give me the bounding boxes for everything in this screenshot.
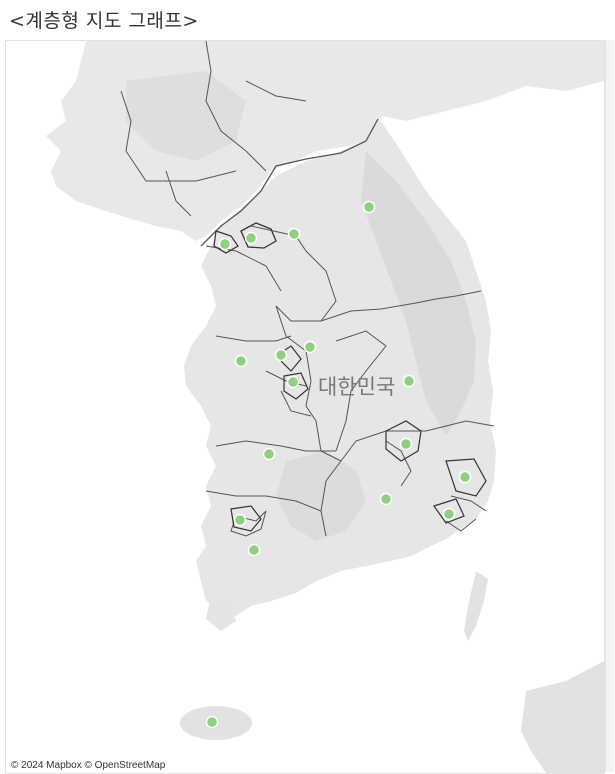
relief-north-mountains <box>126 71 246 161</box>
map-marker[interactable] <box>244 231 258 245</box>
border-busan-ulsan <box>433 458 487 524</box>
country-label: 대한민국 <box>318 375 396 399</box>
map-marker[interactable] <box>458 470 472 484</box>
scrollbar[interactable] <box>605 40 614 772</box>
map-marker[interactable] <box>262 447 276 461</box>
border-incheon <box>213 230 239 254</box>
border-north-internal <box>120 41 307 217</box>
map-attribution[interactable]: © 2024 Mapbox © OpenStreetMap <box>11 760 166 771</box>
page-title: <계층형 지도 그래프> <box>9 10 199 32</box>
map-marker[interactable] <box>402 374 416 388</box>
land-west-islands <box>206 596 236 631</box>
land-northeast <box>266 41 604 121</box>
border-daegu <box>385 420 422 462</box>
map-marker[interactable] <box>303 340 317 354</box>
map-marker[interactable] <box>247 543 261 557</box>
map-marker[interactable] <box>274 348 288 362</box>
map-canvas[interactable] <box>6 41 604 773</box>
map-marker[interactable] <box>362 200 376 214</box>
map-marker[interactable] <box>442 507 456 521</box>
relief-east-mountains <box>361 151 476 436</box>
map-view[interactable]: 대한민국 © 2024 Mapbox © OpenStreetMap <box>5 40 605 774</box>
relief-south-mountains <box>276 451 366 541</box>
border-provinces <box>205 225 495 537</box>
map-marker[interactable] <box>399 437 413 451</box>
land-ulleung-tsushima <box>464 571 488 641</box>
border-seoul <box>240 222 277 249</box>
map-marker[interactable] <box>218 237 232 251</box>
border-sejong-daejeon <box>275 345 309 400</box>
map-marker[interactable] <box>287 227 301 241</box>
map-marker[interactable] <box>379 492 393 506</box>
map-marker[interactable] <box>234 354 248 368</box>
border-dmz <box>200 118 379 247</box>
land-japan <box>521 661 604 773</box>
map-marker[interactable] <box>286 375 300 389</box>
map-marker[interactable] <box>233 513 247 527</box>
border-gwangju <box>230 505 262 532</box>
map-marker[interactable] <box>205 715 219 729</box>
